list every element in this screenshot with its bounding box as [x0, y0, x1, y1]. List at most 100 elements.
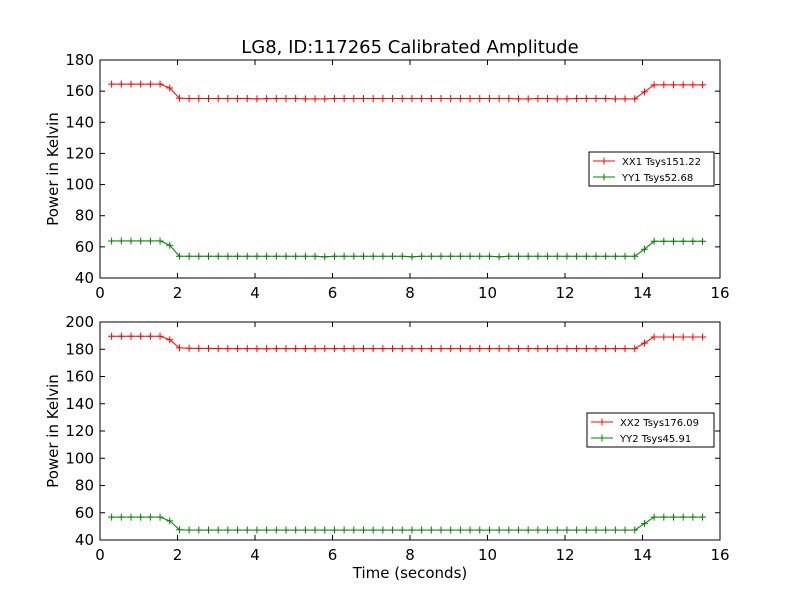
- data-point: [553, 526, 561, 534]
- data-point: [534, 94, 542, 102]
- data-point: [602, 526, 610, 534]
- y-tick-label: 100: [65, 176, 94, 194]
- data-point: [205, 252, 212, 260]
- data-point: [408, 526, 416, 534]
- data-point: [389, 526, 397, 534]
- data-point: [195, 344, 203, 352]
- x-tick-label: 6: [328, 284, 338, 302]
- y-tick-label: 140: [65, 113, 94, 131]
- data-point: [330, 252, 338, 260]
- data-point: [321, 95, 329, 103]
- x-tick-label: 2: [173, 284, 183, 302]
- data-point: [137, 332, 145, 340]
- data-point: [156, 513, 164, 521]
- data-point: [379, 252, 387, 260]
- legend-label: YY2 Tsys45.91: [619, 434, 691, 445]
- data-point: [369, 252, 377, 260]
- data-point: [640, 520, 648, 528]
- data-point: [611, 345, 619, 353]
- data-point: [127, 237, 135, 245]
- data-point: [699, 513, 707, 521]
- data-point: [476, 526, 484, 534]
- data-point: [650, 237, 658, 245]
- data-point: [553, 345, 561, 353]
- data-point: [534, 526, 542, 534]
- data-point: [146, 80, 154, 88]
- data-point: [553, 95, 561, 103]
- data-point: [544, 94, 552, 102]
- data-point: [282, 252, 290, 260]
- data-point: [272, 94, 280, 102]
- data-point: [117, 332, 125, 340]
- data-point: [660, 333, 668, 341]
- data-point: [146, 332, 154, 340]
- top-plot-panel: 0 2 4 6 8 10 12 14 16 40 60 80 100 120 140 160 180 Power …: [44, 51, 730, 302]
- data-point: [137, 80, 145, 88]
- data-point: [311, 345, 319, 353]
- data-point: [137, 513, 145, 521]
- data-point: [544, 345, 552, 353]
- data-point: [602, 252, 610, 260]
- data-point: [660, 513, 668, 521]
- data-point: [679, 513, 687, 521]
- y-tick-label: 80: [75, 207, 94, 225]
- data-point: [534, 345, 542, 353]
- x-tick-label: 0: [95, 546, 105, 564]
- data-point: [292, 252, 300, 260]
- data-point: [650, 333, 658, 341]
- x-tick-label: 2: [173, 546, 183, 564]
- data-point: [476, 345, 484, 353]
- data-point: [253, 345, 261, 353]
- data-point: [389, 252, 397, 260]
- data-point: [427, 345, 435, 353]
- x-tick-label: 12: [555, 284, 574, 302]
- data-point: [631, 345, 639, 353]
- x-tick-label: 16: [710, 284, 729, 302]
- data-point: [205, 94, 212, 102]
- data-point: [573, 252, 581, 260]
- data-point: [195, 526, 203, 534]
- data-point: [117, 80, 125, 88]
- data-point: [534, 252, 542, 260]
- data-point: [592, 345, 600, 353]
- legend-box: [586, 412, 715, 448]
- x-tick-label: 16: [710, 546, 729, 564]
- x-tick-label: 12: [555, 546, 574, 564]
- data-point: [524, 252, 532, 260]
- data-point: [253, 526, 261, 534]
- data-point: [185, 94, 193, 102]
- data-point: [398, 94, 406, 102]
- legend-marker: [598, 434, 606, 442]
- x-tick-label: 10: [478, 546, 497, 564]
- data-point: [117, 237, 125, 245]
- data-point: [350, 94, 358, 102]
- data-point: [253, 252, 261, 260]
- data-point: [466, 345, 474, 353]
- data-point: [398, 526, 406, 534]
- data-point: [621, 95, 629, 103]
- data-point: [243, 345, 251, 353]
- data-point: [166, 241, 174, 249]
- data-point: [660, 81, 668, 89]
- data-point: [515, 526, 522, 534]
- data-point: [214, 526, 222, 534]
- data-point: [670, 237, 677, 245]
- data-point: [418, 94, 426, 102]
- data-point: [689, 333, 697, 341]
- data-point: [573, 94, 581, 102]
- data-point: [456, 252, 464, 260]
- data-point: [340, 94, 348, 102]
- y-tick-label: 200: [65, 313, 94, 331]
- legend-label: YY1 Tsys52.68: [621, 173, 693, 184]
- legend-marker: [598, 418, 606, 426]
- data-point: [234, 526, 242, 534]
- data-point: [127, 332, 135, 340]
- data-point: [389, 345, 397, 353]
- data-point: [515, 345, 522, 353]
- data-point: [389, 94, 397, 102]
- data-point: [553, 252, 561, 260]
- data-point: [321, 526, 329, 534]
- data-point: [456, 526, 464, 534]
- data-point: [175, 526, 183, 534]
- data-point: [602, 345, 610, 353]
